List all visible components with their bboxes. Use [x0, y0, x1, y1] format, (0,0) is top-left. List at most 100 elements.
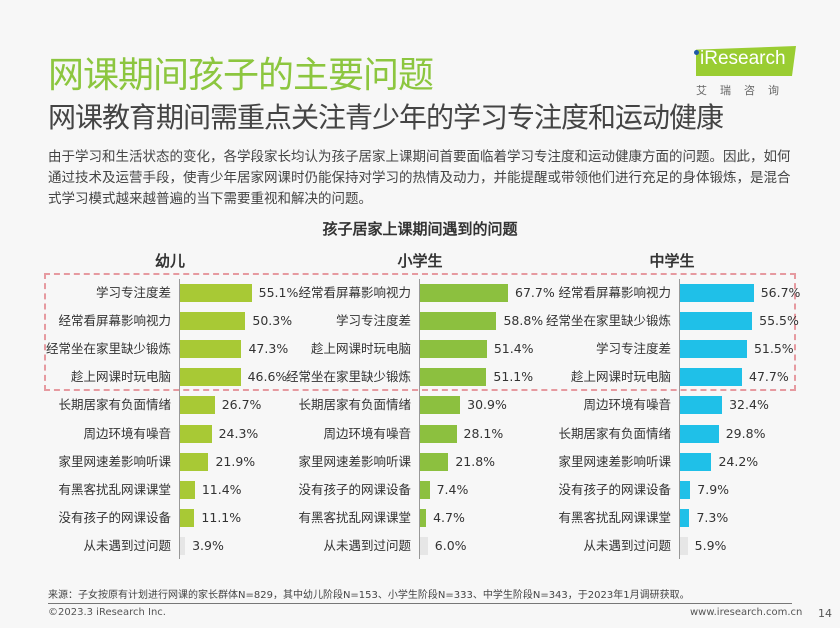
category-label: 经常坐在家里缺少锻炼 [45, 341, 171, 357]
bar [180, 312, 246, 331]
group-title: 中学生 [649, 252, 695, 270]
value-label: 5.9% [694, 537, 727, 553]
category-label: 学习专注度差 [335, 313, 411, 329]
footer-divider [48, 603, 792, 604]
value-label: 50.3% [252, 313, 293, 329]
value-label: 26.7% [221, 397, 262, 413]
axis-line [179, 279, 180, 559]
value-label: 7.3% [696, 509, 729, 525]
category-label: 没有孩子的网课设备 [58, 509, 171, 525]
value-label: 51.4% [493, 341, 534, 357]
bar [680, 480, 691, 499]
page-number: 14 [818, 607, 832, 620]
bar [680, 284, 754, 302]
category-label: 长期居家有负面情绪 [58, 397, 171, 413]
category-label: 周边环境有噪音 [323, 425, 411, 441]
category-label: 没有孩子的网课设备 [558, 481, 671, 497]
highlight-box [44, 273, 796, 391]
value-label: 21.9% [215, 453, 256, 469]
value-label: 4.7% [433, 509, 465, 525]
bar [420, 424, 457, 443]
copyright: ©2023.3 iResearch Inc. [48, 607, 166, 618]
bar [420, 312, 497, 331]
category-label: 经常看屏幕影响视力 [298, 285, 411, 300]
category-label: 周边环境有噪音 [83, 425, 171, 441]
bar [680, 452, 712, 471]
body-paragraph: 由于学习和生活状态的变化，各学段家长均认为孩子居家上课期间首要面临着学习专注度和… [48, 149, 791, 207]
category-label: 经常坐在家里缺少锻炼 [285, 369, 411, 385]
bar [680, 536, 688, 555]
axis-line [419, 279, 420, 559]
category-label: 趁上网课时玩电脑 [570, 369, 671, 385]
category-label: 从未遇到过问题 [323, 537, 411, 553]
bar [680, 340, 747, 359]
category-label: 从未遇到过问题 [83, 537, 171, 553]
axis-line [679, 279, 680, 559]
iresearch-logo: iResearch 艾瑞咨询 [690, 42, 800, 102]
value-label: 51.5% [753, 341, 794, 357]
source-note: 来源：子女按原有计划进行网课的家长群体N=829，其中幼儿阶段N=153、小学生… [48, 590, 690, 601]
category-label: 从未遇到过问题 [583, 537, 671, 553]
category-label: 周边环境有噪音 [583, 397, 671, 413]
value-label: 58.8% [503, 313, 544, 329]
category-label: 经常看屏幕影响视力 [58, 313, 171, 329]
category-label: 没有孩子的网课设备 [298, 481, 411, 497]
category-label: 学习专注度差 [95, 285, 171, 300]
bar [420, 340, 487, 359]
bar [180, 340, 242, 359]
value-label: 24.2% [718, 453, 759, 469]
group-title: 小学生 [397, 252, 443, 270]
page-subtitle: 网课教育期间需重点关注青少年的学习专注度和运动健康 [48, 101, 724, 134]
chart-title: 孩子居家上课期间遇到的问题 [322, 220, 518, 238]
bar [180, 368, 241, 387]
bar [680, 424, 719, 443]
category-label: 有黑客扰乱网课课堂 [58, 481, 171, 497]
value-label: 67.7% [515, 285, 555, 300]
value-label: 7.4% [436, 481, 469, 497]
bar [680, 312, 753, 331]
value-label: 46.6% [247, 369, 288, 385]
category-label: 趁上网课时玩电脑 [70, 369, 171, 385]
logo-text: iResearch [700, 48, 786, 69]
bar [180, 396, 215, 415]
category-label: 家里网速差影响听课 [58, 453, 171, 469]
bar [180, 284, 252, 302]
group-title: 幼儿 [154, 252, 185, 270]
category-label: 有黑客扰乱网课课堂 [558, 509, 671, 525]
bar [180, 536, 186, 555]
category-label: 经常看屏幕影响视力 [558, 285, 671, 300]
value-label: 21.8% [455, 453, 496, 469]
value-label: 47.3% [248, 341, 289, 357]
value-label: 6.0% [434, 537, 467, 553]
value-label: 47.7% [749, 369, 789, 385]
category-label: 家里网速差影响听课 [558, 453, 671, 469]
bar [180, 508, 195, 527]
value-label: 24.3% [218, 425, 259, 441]
bar [420, 480, 430, 499]
value-label: 3.9% [192, 537, 224, 553]
value-label: 32.4% [729, 397, 769, 413]
bar [180, 452, 209, 471]
bar [680, 368, 742, 387]
bar [680, 396, 723, 415]
bar [680, 508, 690, 527]
category-label: 长期居家有负面情绪 [298, 397, 411, 413]
value-label: 11.1% [201, 509, 242, 525]
category-label: 经常坐在家里缺少锻炼 [545, 313, 671, 329]
category-label: 有黑客扰乱网课课堂 [298, 509, 411, 525]
bar [420, 536, 428, 555]
value-label: 11.4% [201, 481, 242, 497]
bar [420, 452, 449, 471]
page-title: 网课期间孩子的主要问题 [48, 55, 434, 96]
category-label: 学习专注度差 [595, 341, 671, 357]
value-label: 56.7% [760, 285, 801, 300]
value-label: 30.9% [467, 397, 507, 413]
value-label: 28.1% [463, 425, 504, 441]
category-label: 家里网速差影响听课 [298, 453, 411, 469]
website: www.iresearch.com.cn [690, 607, 803, 618]
bar [420, 368, 487, 387]
logo-cn-text: 艾瑞咨询 [696, 84, 792, 97]
bar [180, 424, 212, 443]
bar [420, 284, 508, 302]
value-label: 29.8% [725, 425, 766, 441]
